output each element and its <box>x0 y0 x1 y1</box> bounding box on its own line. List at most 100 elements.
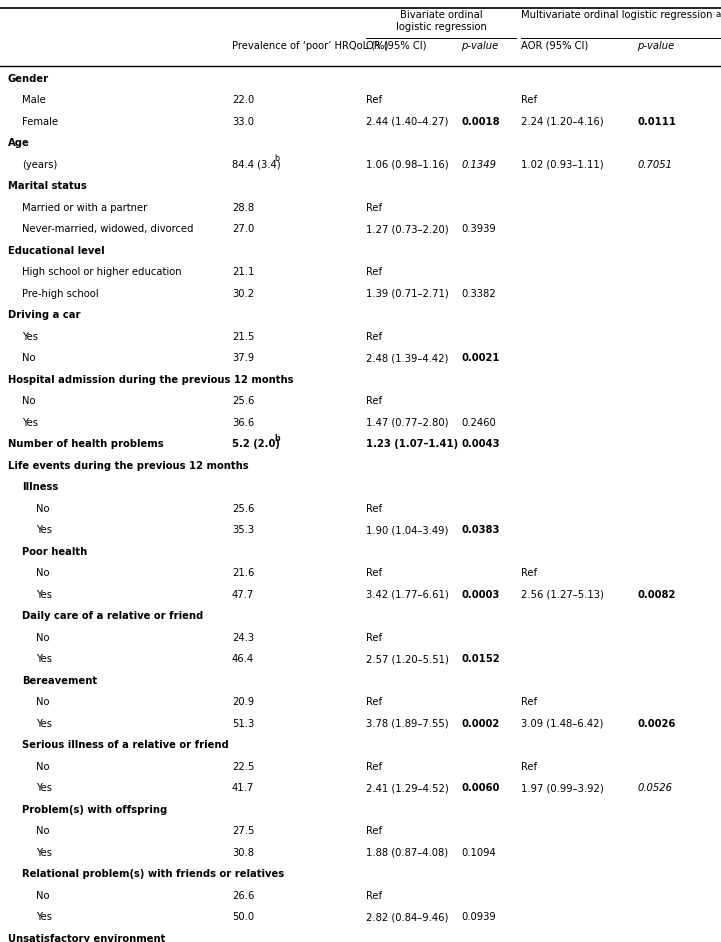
Text: 22.5: 22.5 <box>232 762 255 771</box>
Text: Yes: Yes <box>22 332 38 342</box>
Text: Ref: Ref <box>521 95 537 106</box>
Text: 21.1: 21.1 <box>232 268 255 277</box>
Text: Ref: Ref <box>366 697 382 707</box>
Text: Ref: Ref <box>366 332 382 342</box>
Text: Ref: Ref <box>366 891 382 901</box>
Text: 27.5: 27.5 <box>232 826 255 836</box>
Text: 0.0152: 0.0152 <box>461 655 500 664</box>
Text: No: No <box>36 568 50 578</box>
Text: Pre-high school: Pre-high school <box>22 289 99 299</box>
Text: 0.0002: 0.0002 <box>461 719 499 729</box>
Text: 2.41 (1.29–4.52): 2.41 (1.29–4.52) <box>366 783 448 793</box>
Text: No: No <box>36 826 50 836</box>
Text: b: b <box>274 433 280 443</box>
Text: 0.0082: 0.0082 <box>637 590 676 600</box>
Text: 0.7051: 0.7051 <box>637 160 672 170</box>
Text: Yes: Yes <box>36 783 52 793</box>
Text: Gender: Gender <box>8 73 49 84</box>
Text: 0.0060: 0.0060 <box>461 783 500 793</box>
Text: 30.8: 30.8 <box>232 848 254 858</box>
Text: 1.02 (0.93–1.11): 1.02 (0.93–1.11) <box>521 160 603 170</box>
Text: Driving a car: Driving a car <box>8 310 81 320</box>
Text: b: b <box>274 154 279 163</box>
Text: 22.0: 22.0 <box>232 95 255 106</box>
Text: Ref: Ref <box>366 203 382 213</box>
Text: AOR (95% CI): AOR (95% CI) <box>521 41 588 51</box>
Text: No: No <box>22 353 35 364</box>
Text: OR (95% CI): OR (95% CI) <box>366 41 427 51</box>
Text: Yes: Yes <box>36 590 52 600</box>
Text: Illness: Illness <box>22 482 58 493</box>
Text: 1.23 (1.07–1.41): 1.23 (1.07–1.41) <box>366 439 458 449</box>
Text: Yes: Yes <box>36 526 52 535</box>
Text: 37.9: 37.9 <box>232 353 255 364</box>
Text: 25.6: 25.6 <box>232 397 255 406</box>
Text: 47.7: 47.7 <box>232 590 255 600</box>
Text: 27.0: 27.0 <box>232 224 255 235</box>
Text: 2.48 (1.39–4.42): 2.48 (1.39–4.42) <box>366 353 448 364</box>
Text: 2.24 (1.20–4.16): 2.24 (1.20–4.16) <box>521 117 603 127</box>
Text: No: No <box>36 633 50 642</box>
Text: 1.88 (0.87–4.08): 1.88 (0.87–4.08) <box>366 848 448 858</box>
Text: 0.0021: 0.0021 <box>461 353 500 364</box>
Text: Yes: Yes <box>36 655 52 664</box>
Text: 33.0: 33.0 <box>232 117 254 127</box>
Text: 1.39 (0.71–2.71): 1.39 (0.71–2.71) <box>366 289 448 299</box>
Text: a: a <box>715 10 720 19</box>
Text: 0.1094: 0.1094 <box>461 848 496 858</box>
Text: 21.6: 21.6 <box>232 568 255 578</box>
Text: Relational problem(s) with friends or relatives: Relational problem(s) with friends or re… <box>22 869 284 879</box>
Text: Ref: Ref <box>366 762 382 771</box>
Text: Unsatisfactory environment: Unsatisfactory environment <box>8 934 165 942</box>
Text: 36.6: 36.6 <box>232 417 255 428</box>
Text: Bereavement: Bereavement <box>22 675 97 686</box>
Text: Ref: Ref <box>366 95 382 106</box>
Text: Life events during the previous 12 months: Life events during the previous 12 month… <box>8 461 249 471</box>
Text: Hospital admission during the previous 12 months: Hospital admission during the previous 1… <box>8 375 293 384</box>
Text: 2.57 (1.20–5.51): 2.57 (1.20–5.51) <box>366 655 449 664</box>
Text: 84.4 (3.4): 84.4 (3.4) <box>232 160 280 170</box>
Text: Educational level: Educational level <box>8 246 105 255</box>
Text: Ref: Ref <box>366 633 382 642</box>
Text: 0.0018: 0.0018 <box>461 117 500 127</box>
Text: Ref: Ref <box>521 697 537 707</box>
Text: 46.4: 46.4 <box>232 655 254 664</box>
Text: Ref: Ref <box>366 504 382 513</box>
Text: 30.2: 30.2 <box>232 289 254 299</box>
Text: Marital status: Marital status <box>8 181 87 191</box>
Text: p-value: p-value <box>637 41 674 51</box>
Text: Yes: Yes <box>36 912 52 922</box>
Text: 3.42 (1.77–6.61): 3.42 (1.77–6.61) <box>366 590 448 600</box>
Text: Bivariate ordinal
logistic regression: Bivariate ordinal logistic regression <box>396 10 487 32</box>
Text: 20.9: 20.9 <box>232 697 255 707</box>
Text: 3.78 (1.89–7.55): 3.78 (1.89–7.55) <box>366 719 448 729</box>
Text: 50.0: 50.0 <box>232 912 254 922</box>
Text: No: No <box>22 397 35 406</box>
Text: 0.0939: 0.0939 <box>461 912 496 922</box>
Text: Problem(s) with offspring: Problem(s) with offspring <box>22 804 167 815</box>
Text: (years): (years) <box>22 160 57 170</box>
Text: 35.3: 35.3 <box>232 526 254 535</box>
Text: Age: Age <box>8 138 30 148</box>
Text: Yes: Yes <box>22 417 38 428</box>
Text: 51.3: 51.3 <box>232 719 255 729</box>
Text: Never-married, widowed, divorced: Never-married, widowed, divorced <box>22 224 193 235</box>
Text: 0.3382: 0.3382 <box>461 289 495 299</box>
Text: 2.56 (1.27–5.13): 2.56 (1.27–5.13) <box>521 590 604 600</box>
Text: 0.0111: 0.0111 <box>637 117 676 127</box>
Text: Multivariate ordinal logistic regression: Multivariate ordinal logistic regression <box>521 10 713 20</box>
Text: 0.0043: 0.0043 <box>461 439 500 449</box>
Text: 3.09 (1.48–6.42): 3.09 (1.48–6.42) <box>521 719 603 729</box>
Text: Prevalence of ‘poor’ HRQoL (%): Prevalence of ‘poor’ HRQoL (%) <box>232 41 389 51</box>
Text: 0.3939: 0.3939 <box>461 224 496 235</box>
Text: Serious illness of a relative or friend: Serious illness of a relative or friend <box>22 740 229 750</box>
Text: 0.1349: 0.1349 <box>461 160 496 170</box>
Text: No: No <box>36 762 50 771</box>
Text: Married or with a partner: Married or with a partner <box>22 203 147 213</box>
Text: Ref: Ref <box>366 397 382 406</box>
Text: 1.47 (0.77–2.80): 1.47 (0.77–2.80) <box>366 417 448 428</box>
Text: 2.44 (1.40–4.27): 2.44 (1.40–4.27) <box>366 117 448 127</box>
Text: Ref: Ref <box>521 568 537 578</box>
Text: 41.7: 41.7 <box>232 783 255 793</box>
Text: 2.82 (0.84–9.46): 2.82 (0.84–9.46) <box>366 912 448 922</box>
